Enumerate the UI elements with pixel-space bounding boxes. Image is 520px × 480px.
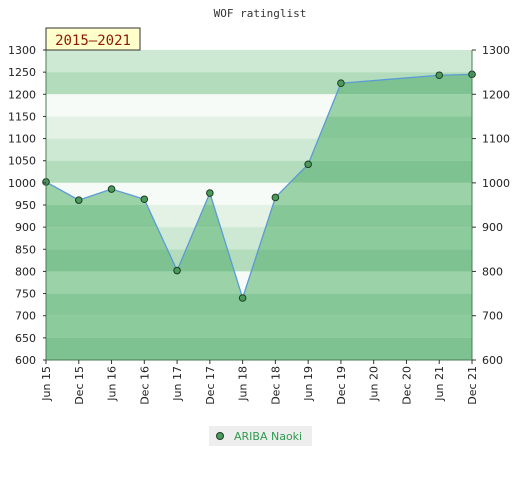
y-right-tick-label: 1000: [482, 177, 510, 190]
background-band: [46, 50, 472, 73]
x-tick-label: Jun 16: [106, 366, 119, 402]
area-band: [46, 293, 472, 316]
y-right-tick-label: 800: [482, 265, 503, 278]
x-tick-label: Jun 21: [433, 366, 446, 402]
y-tick-label: 950: [15, 199, 36, 212]
x-tick-label: Dec 19: [335, 366, 348, 405]
y-right-tick-label: 1300: [482, 44, 510, 57]
y-right-tick-label: 1100: [482, 133, 510, 146]
y-axis-left-ticks: 600 650 700 750 800 850 900 950 1000 1050 1100 1150…: [8, 44, 46, 367]
series-line-path: [45, 73, 473, 301]
x-tick-label: Jun 20: [368, 366, 381, 402]
x-tick-label: Dec 21: [466, 366, 479, 405]
x-tick-label: Jun 15: [40, 366, 53, 402]
y-tick-label: 850: [15, 243, 36, 256]
y-tick-label: 700: [15, 310, 36, 323]
legend-box: [209, 426, 312, 446]
y-right-tick-label: 700: [482, 310, 503, 323]
area-band: [46, 337, 472, 360]
y-tick-label: 1150: [8, 110, 36, 123]
area-band: [46, 315, 472, 338]
data-point: [304, 160, 312, 169]
y-tick-label: 1200: [8, 88, 36, 101]
data-point: [74, 196, 83, 204]
data-point: [140, 195, 149, 204]
y-right-tick-label: 600: [482, 354, 503, 367]
period-badge-label: 2015–2021: [55, 33, 131, 49]
data-point: [107, 185, 116, 193]
legend[interactable]: ARIBA Naoki: [209, 426, 312, 446]
y-tick-label: 1300: [8, 44, 36, 57]
x-tick-label: Dec 15: [73, 366, 86, 405]
data-point: [337, 79, 345, 88]
data-point: [238, 294, 247, 302]
area-band: [46, 271, 472, 294]
y-tick-label: 900: [15, 221, 36, 234]
y-tick-label: 750: [15, 288, 36, 301]
data-point: [435, 71, 444, 80]
data-point: [206, 189, 214, 197]
y-tick-label: 1000: [8, 177, 36, 190]
y-tick-label: 1100: [8, 133, 36, 146]
x-tick-label: Jun 18: [237, 366, 250, 402]
y-right-tick-label: 900: [482, 221, 503, 234]
legend-label: ARIBA Naoki: [234, 430, 302, 443]
series-markers: [42, 70, 476, 302]
series-line: [45, 73, 473, 301]
y-tick-label: 1050: [8, 155, 36, 168]
legend-marker-icon: [216, 432, 224, 440]
period-badge: 2015–2021: [45, 27, 141, 51]
x-tick-label: Dec 16: [138, 366, 151, 405]
y-tick-label: 800: [15, 265, 36, 278]
x-tick-label: Jun 19: [302, 366, 315, 402]
x-tick-label: Dec 20: [400, 366, 413, 405]
x-tick-label: Jun 17: [171, 366, 184, 402]
y-axis-right-ticks: 600 700 800 900 1000 1100 1200 1300: [472, 44, 510, 367]
y-right-tick-label: 1200: [482, 88, 510, 101]
data-point: [173, 266, 181, 275]
x-tick-label: Dec 18: [269, 366, 282, 405]
x-axis-ticks: Jun 15 Dec 15 Jun 16 Dec 16 Jun 17 Dec 17 Jun …: [40, 360, 479, 405]
y-tick-label: 650: [15, 332, 36, 345]
area-band: [46, 249, 472, 272]
x-tick-label: Dec 17: [204, 366, 217, 405]
chart-title: WOF ratinglist: [214, 7, 307, 20]
period-badge-box: [45, 27, 141, 51]
y-tick-label: 600: [15, 354, 36, 367]
y-tick-label: 1250: [8, 66, 36, 79]
data-point: [271, 193, 280, 202]
